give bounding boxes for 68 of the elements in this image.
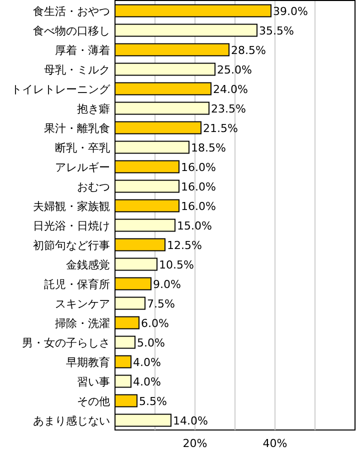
bar	[114, 4, 272, 18]
data-label: 25.0%	[217, 63, 252, 76]
data-label: 23.5%	[211, 102, 246, 116]
y-tick-label: 食べ物の口移し	[33, 24, 110, 38]
y-tick-label: 果汁・離乳食	[44, 122, 110, 135]
data-label: 28.5%	[231, 44, 266, 57]
data-label: 16.0%	[181, 160, 216, 174]
y-tick-label: 夫婦観・家族観	[33, 200, 110, 213]
bar	[114, 140, 190, 154]
bar	[114, 238, 166, 252]
y-tick-label: おむつ	[77, 180, 110, 194]
y-tick-label: あまり感じない	[33, 414, 110, 428]
bar	[114, 199, 180, 212]
y-tick-label: 抱き癖	[77, 102, 110, 116]
x-tick-label: 40%	[262, 437, 288, 450]
y-tick-label: アレルギー	[55, 160, 110, 174]
bar	[114, 336, 136, 349]
bar	[114, 121, 202, 134]
bar	[114, 62, 216, 76]
bar	[114, 296, 146, 310]
data-label: 9.0%	[153, 278, 181, 291]
y-tick-label: 男・女の子らしさ	[22, 336, 110, 350]
data-label: 18.5%	[191, 141, 226, 154]
bar	[114, 24, 258, 37]
bar	[114, 180, 180, 193]
bar	[114, 160, 180, 174]
bar	[114, 82, 212, 96]
data-label: 5.5%	[139, 394, 167, 408]
data-label: 12.5%	[167, 238, 202, 252]
y-tick-label: トイレトレーニング	[11, 82, 111, 96]
data-label: 5.0%	[137, 336, 165, 350]
data-label: 15.0%	[177, 219, 212, 232]
data-label: 16.0%	[181, 200, 216, 213]
bar	[114, 394, 138, 408]
y-tick-label: 日光浴・日焼け	[33, 219, 110, 232]
y-tick-label: 厚着・薄着	[55, 44, 110, 57]
y-tick-label: 金銭感覚	[66, 258, 110, 272]
data-label: 39.0%	[273, 4, 308, 18]
data-label: 7.5%	[147, 297, 175, 310]
y-tick-label: その他	[77, 394, 110, 408]
y-tick-label: 初節句など行事	[33, 238, 110, 252]
bar	[114, 277, 152, 290]
data-label: 6.0%	[141, 316, 169, 330]
y-tick-label: 掃除・洗濯	[55, 316, 110, 330]
data-label: 35.5%	[259, 24, 294, 38]
y-tick-label: 託児・保育所	[44, 278, 110, 291]
bar	[114, 374, 132, 388]
bar	[114, 414, 172, 427]
data-label: 14.0%	[173, 414, 208, 428]
data-label: 24.0%	[213, 82, 248, 96]
data-label: 4.0%	[133, 356, 161, 369]
data-label: 10.5%	[159, 258, 194, 272]
y-tick-label: 母乳・ミルク	[44, 63, 110, 76]
y-tick-label: 早期教育	[66, 356, 110, 369]
x-tick-label: 20%	[182, 437, 208, 450]
y-tick-label: スキンケア	[55, 297, 110, 310]
bar	[114, 102, 210, 115]
bar	[114, 218, 176, 232]
bar	[114, 258, 158, 271]
bar	[114, 355, 132, 368]
bar	[114, 43, 230, 56]
y-tick-label: 食生活・おやつ	[33, 4, 110, 18]
data-label: 4.0%	[133, 375, 161, 388]
y-tick-label: 習い事	[77, 375, 110, 388]
bar	[114, 316, 140, 330]
data-label: 16.0%	[181, 180, 216, 194]
data-label: 21.5%	[203, 122, 238, 135]
y-tick-label: 断乳・卒乳	[55, 141, 110, 154]
